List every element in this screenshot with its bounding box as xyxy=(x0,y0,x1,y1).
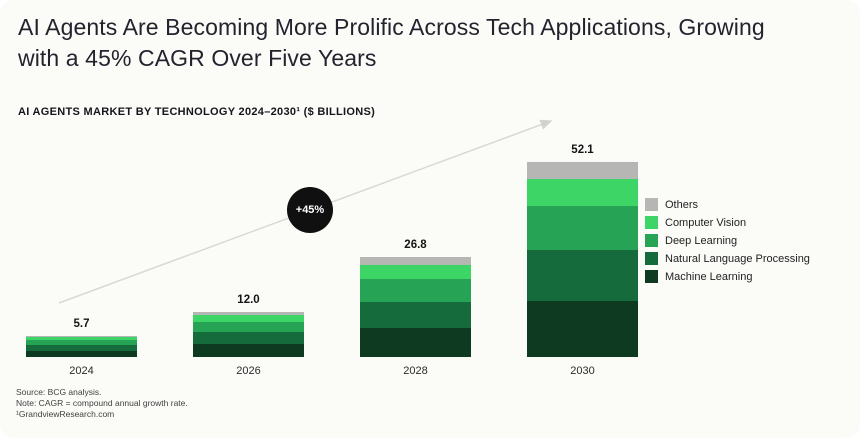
bar-segment-natural-language-processing xyxy=(527,250,638,301)
bar-stack xyxy=(26,335,137,357)
footnotes: Source: BCG analysis. Note: CAGR = compo… xyxy=(16,387,188,420)
legend-label: Machine Learning xyxy=(665,270,753,283)
footnote-source: Source: BCG analysis. xyxy=(16,387,102,397)
page-title: AI Agents Are Becoming More Prolific Acr… xyxy=(18,14,765,71)
bar-column-2026: 12.0 2026 xyxy=(193,294,304,384)
footnote-reference: ¹GrandviewResearch.com xyxy=(16,409,115,419)
bar-segment-deep-learning xyxy=(26,340,137,346)
bar-segment-computer-vision xyxy=(26,337,137,341)
legend-swatch xyxy=(645,198,658,211)
bar-segment-computer-vision xyxy=(193,315,304,322)
bar-total-label: 12.0 xyxy=(237,294,260,307)
stacked-bar-chart: 5.7 2024 12.0 2026 26.8 2028 52.1 2030 +45% xyxy=(16,112,648,384)
legend-item-deep-learning: Deep Learning xyxy=(645,234,810,247)
bar-segment-others xyxy=(360,256,471,266)
x-axis-label: 2030 xyxy=(570,364,595,377)
bar-segment-deep-learning xyxy=(527,205,638,251)
legend-swatch xyxy=(645,234,658,247)
bar-total-label: 52.1 xyxy=(571,144,594,157)
bar-total-label: 5.7 xyxy=(73,317,90,330)
legend-swatch xyxy=(645,252,658,265)
legend-swatch xyxy=(645,270,658,283)
bar-column-2030: 52.1 2030 xyxy=(527,144,638,384)
bar-segment-machine-learning xyxy=(360,327,471,357)
x-axis-label: 2028 xyxy=(403,364,428,377)
bar-stack xyxy=(360,256,471,357)
bars-group: 5.7 2024 12.0 2026 26.8 2028 52.1 2030 xyxy=(26,144,638,384)
bar-segment-others xyxy=(193,312,304,316)
chart-subtitle: AI AGENTS MARKET BY TECHNOLOGY 2024–2030… xyxy=(18,106,376,118)
bar-segment-others xyxy=(527,162,638,180)
bar-segment-natural-language-processing xyxy=(360,301,471,328)
bar-segment-machine-learning xyxy=(193,343,304,357)
bar-segment-deep-learning xyxy=(360,279,471,302)
bar-segment-machine-learning xyxy=(527,300,638,357)
bar-segment-natural-language-processing xyxy=(26,345,137,351)
bar-segment-machine-learning xyxy=(26,350,137,357)
legend-item-computer-vision: Computer Vision xyxy=(645,216,810,229)
bar-segment-deep-learning xyxy=(193,321,304,332)
bar-stack xyxy=(193,312,304,357)
legend-label: Natural Language Processing xyxy=(665,252,810,265)
legend-swatch xyxy=(645,216,658,229)
legend-item-machine-learning: Machine Learning xyxy=(645,270,810,283)
legend-item-natural-language-processing: Natural Language Processing xyxy=(645,252,810,265)
legend-label: Deep Learning xyxy=(665,234,738,247)
x-axis-label: 2026 xyxy=(236,364,261,377)
legend-item-others: Others xyxy=(645,198,810,211)
legend-label: Computer Vision xyxy=(665,216,747,229)
bar-segment-computer-vision xyxy=(360,265,471,280)
footnote-note: Note: CAGR = compound annual growth rate… xyxy=(16,398,188,408)
bar-column-2028: 26.8 2028 xyxy=(360,239,471,384)
bar-segment-others xyxy=(26,335,137,338)
bar-total-label: 26.8 xyxy=(404,238,427,251)
cagr-badge: +45% xyxy=(287,187,333,233)
bar-segment-computer-vision xyxy=(527,179,638,206)
bar-stack xyxy=(527,162,638,357)
bar-segment-natural-language-processing xyxy=(193,331,304,344)
chart-legend: Others Computer Vision Deep Learning Natura… xyxy=(645,198,810,283)
x-axis-label: 2024 xyxy=(69,364,94,377)
bar-column-2024: 5.7 2024 xyxy=(26,318,137,384)
legend-label: Others xyxy=(665,198,699,211)
